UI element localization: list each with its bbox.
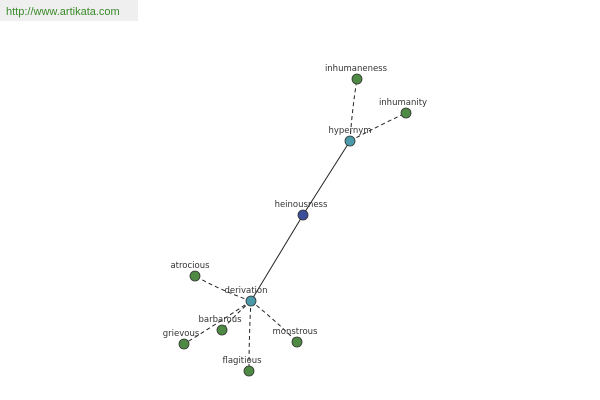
- node[interactable]: [291, 336, 303, 348]
- node[interactable]: [400, 107, 412, 119]
- edge: [248, 300, 252, 372]
- node-label: heinousness: [275, 200, 328, 210]
- edge: [183, 300, 252, 345]
- node[interactable]: [216, 324, 228, 336]
- node[interactable]: [297, 209, 309, 221]
- node[interactable]: [243, 365, 255, 377]
- labels: heinousness hypernym derivation inhumane…: [163, 64, 427, 366]
- node-label: hypernym: [328, 126, 371, 136]
- node[interactable]: [189, 270, 201, 282]
- node-label: derivation: [224, 286, 267, 296]
- node-label: grievous: [163, 329, 200, 339]
- edge: [250, 214, 304, 302]
- nodes: [178, 73, 412, 377]
- node[interactable]: [245, 295, 257, 307]
- node-label: inhumanity: [379, 98, 427, 108]
- node-label: atrocious: [170, 261, 210, 271]
- node[interactable]: [178, 338, 190, 350]
- node[interactable]: [351, 73, 363, 85]
- edge: [302, 140, 351, 216]
- url-text: http://www.artikata.com: [6, 6, 120, 18]
- node-label: inhumaneness: [325, 64, 388, 74]
- node-label: monstrous: [273, 327, 319, 337]
- url-banner: [0, 0, 138, 21]
- node-label: barbarous: [198, 315, 242, 325]
- node-label: flagitious: [222, 356, 262, 366]
- node[interactable]: [344, 135, 356, 147]
